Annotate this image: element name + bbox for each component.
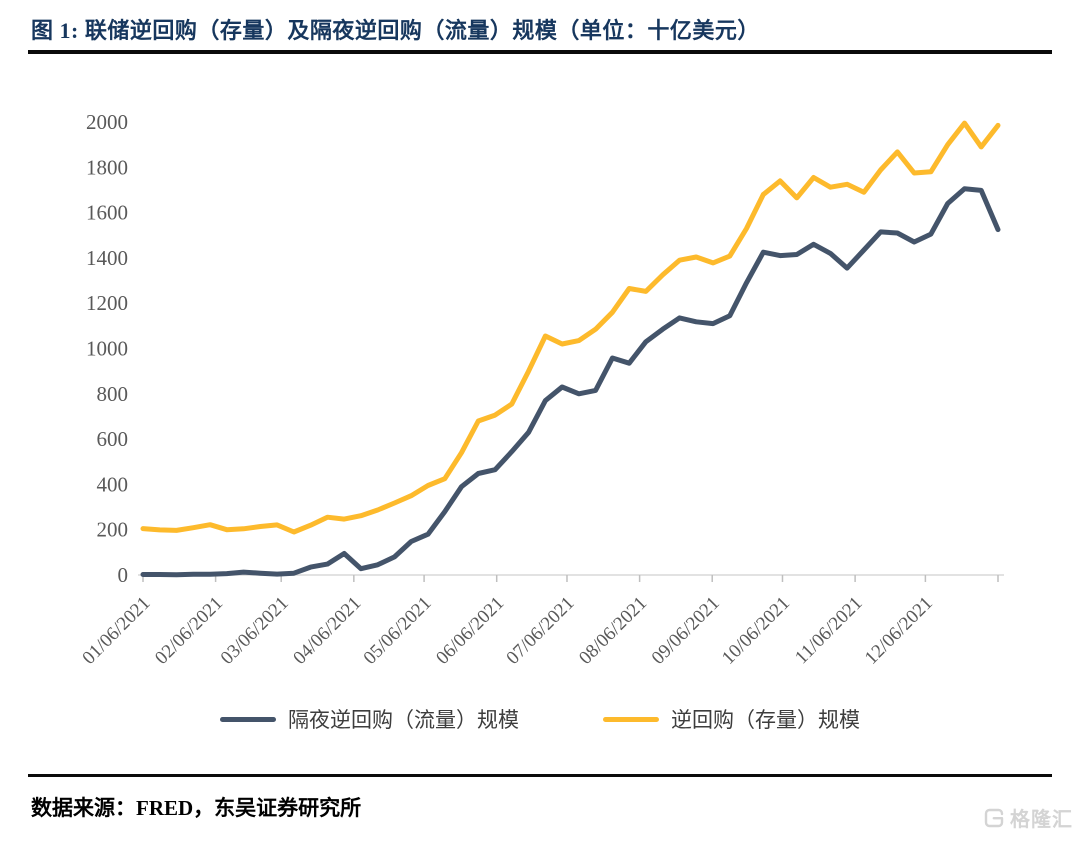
legend-item-rrp-stock: 逆回购（存量）规模 <box>603 704 860 734</box>
legend-line-swatch-yellow <box>603 716 659 722</box>
y-tick-label: 200 <box>97 518 129 542</box>
y-tick-label: 1600 <box>86 201 128 225</box>
x-tick-label: 10/06/2021 <box>718 593 794 669</box>
y-tick-label: 2000 <box>86 110 128 134</box>
x-tick-label: 03/06/2021 <box>217 593 293 669</box>
title-rule <box>28 50 1052 54</box>
data-source: 数据来源：FRED，东吴证券研究所 <box>31 796 362 820</box>
y-tick-label: 0 <box>118 563 129 587</box>
figure-title: 图 1: 联储逆回购（存量）及隔夜逆回购（流量）规模（单位：十亿美元） <box>31 18 760 43</box>
footer-rule <box>28 774 1052 777</box>
y-tick-label: 1200 <box>86 291 128 315</box>
x-tick-label: 12/06/2021 <box>861 593 937 669</box>
x-tick-label: 05/06/2021 <box>360 593 436 669</box>
line-chart: 01/06/202102/06/202103/06/202104/06/2021… <box>78 110 1004 669</box>
y-tick-label: 600 <box>97 427 129 451</box>
y-tick-label: 1800 <box>86 155 128 179</box>
x-tick-label: 02/06/2021 <box>151 593 227 669</box>
legend-label: 隔夜逆回购（流量）规模 <box>288 708 519 732</box>
chart-legend: 隔夜逆回购（流量）规模 逆回购（存量）规模 <box>0 704 1080 734</box>
x-tick-label: 01/06/2021 <box>78 593 154 669</box>
y-tick-label: 400 <box>97 472 129 496</box>
x-tick-label: 11/06/2021 <box>791 593 867 669</box>
legend-line-swatch-navy <box>220 716 276 722</box>
y-tick-label: 1000 <box>86 337 128 361</box>
y-tick-label: 1400 <box>86 246 128 270</box>
x-tick-label: 06/06/2021 <box>432 593 508 669</box>
x-tick-label: 04/06/2021 <box>289 593 365 669</box>
series-line-1 <box>140 120 1001 535</box>
gelonghui-watermark: 格隆汇 <box>982 803 1073 832</box>
watermark-text: 格隆汇 <box>1010 809 1073 831</box>
x-tick-label: 08/06/2021 <box>575 593 651 669</box>
series-line-0 <box>140 186 1001 578</box>
y-tick-label: 800 <box>97 382 129 406</box>
x-tick-label: 07/06/2021 <box>502 593 578 669</box>
legend-item-overnight-rrp-flow: 隔夜逆回购（流量）规模 <box>220 704 519 734</box>
gelonghui-logo-icon <box>984 808 1004 827</box>
legend-label: 逆回购（存量）规模 <box>671 708 860 732</box>
x-tick-label: 09/06/2021 <box>648 593 724 669</box>
